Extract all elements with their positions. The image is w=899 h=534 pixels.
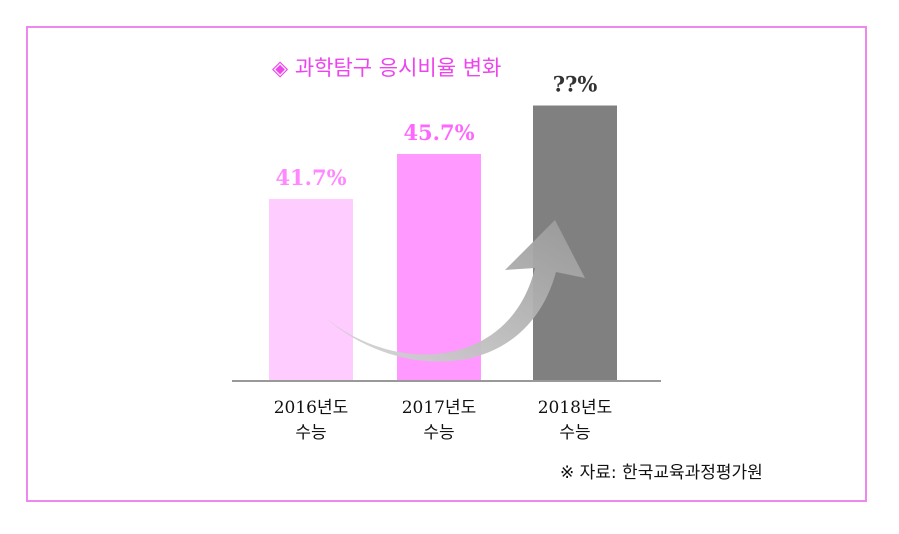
tick-label-1-line2: 수능 [295, 423, 326, 443]
tick-label-2-line2: 수능 [423, 423, 454, 443]
tick-label-1-line1: 2016년도 [274, 398, 349, 418]
source-note: ※ 자료: 한국교육과정평가원 [560, 463, 763, 483]
trend-arrow [326, 220, 585, 362]
tick-label-3-line1: 2018년도 [538, 398, 613, 418]
tick-label-2-line1: 2017년도 [402, 398, 477, 418]
tick-label-3-line2: 수능 [559, 423, 590, 443]
value-label-2: 45.7% [403, 120, 474, 145]
chart-frame [26, 26, 867, 502]
bar-2 [397, 153, 481, 381]
chart-title: ◈ 과학탐구 응시비율 변화 [272, 56, 502, 80]
value-label-1: 41.7% [275, 165, 346, 190]
bar-1 [269, 199, 353, 381]
value-label-3: ??% [553, 72, 598, 97]
